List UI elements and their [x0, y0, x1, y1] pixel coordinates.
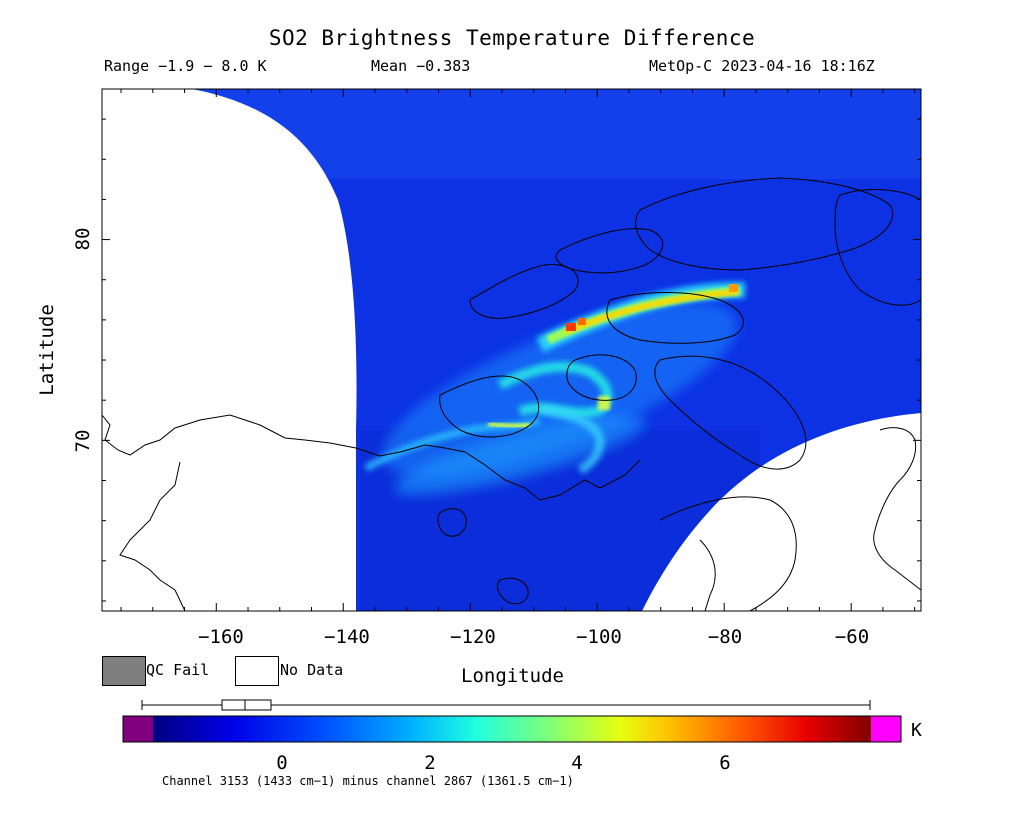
small-island-2 [497, 577, 529, 605]
range-text: Range −1.9 − 8.0 K [104, 57, 267, 75]
colorbar-tick-label: 2 [424, 752, 435, 774]
satellite-time-text: MetOp-C 2023-04-16 18:16Z [649, 57, 875, 75]
chart-title: SO2 Brightness Temperature Difference [268, 26, 756, 50]
colorbar-tick-label: 6 [719, 752, 730, 774]
x-tick-label: −80 [708, 626, 742, 648]
x-tick-label: −160 [198, 626, 244, 648]
colorbar-under [123, 716, 153, 742]
no-data-label: No Data [280, 661, 344, 679]
x-axis-label: Longitude [461, 665, 564, 687]
x-tick-label: −120 [450, 626, 496, 648]
no-data-region-east [642, 413, 921, 611]
qc-fail-swatch [102, 656, 146, 686]
colorbar-tick-label: 4 [571, 752, 582, 774]
arctic-coast [101, 414, 641, 501]
colorbar-gradient [153, 716, 871, 742]
y-tick-label: 80 [72, 228, 94, 251]
greenland [834, 189, 922, 306]
x-tick-label: −60 [835, 626, 869, 648]
labrador-coast [873, 427, 922, 591]
banks-melville-islands [469, 264, 579, 319]
victoria-island [439, 375, 540, 438]
y-tick-marks [102, 118, 921, 602]
plume-spot [598, 396, 610, 410]
x-tick-label: −100 [576, 626, 622, 648]
y-axis-label: Latitude [36, 304, 58, 396]
plume-main-yellow [564, 289, 739, 335]
colorbar [122, 715, 902, 743]
colorbar-over [871, 716, 901, 742]
plume-peak-3 [729, 284, 738, 292]
plot-frame [101, 88, 922, 612]
plume-peak-2 [578, 318, 586, 325]
plume-haze-lower [394, 415, 646, 495]
mean-text: Mean −0.383 [371, 57, 471, 75]
prince-of-wales-island [566, 354, 637, 401]
no-data-swatch [235, 656, 279, 686]
channel-footer: Channel 3153 (1433 cm−1) minus channel 2… [162, 774, 574, 788]
x-tick-label: −140 [324, 626, 370, 648]
qc-fail-label: QC Fail [146, 661, 210, 679]
colorbar-tick-label: 0 [276, 752, 287, 774]
plume-haze [382, 302, 738, 478]
boxplot-box [221, 699, 272, 711]
parry-islands [555, 228, 663, 274]
hudson-bay-south [699, 539, 716, 612]
no-data-region-west [102, 89, 357, 611]
hudson-bay-east [659, 496, 797, 612]
colorbar-frame [122, 715, 902, 743]
x-tick-marks [120, 89, 916, 611]
plume-peak-1 [566, 323, 576, 331]
plume-loop-south [539, 405, 605, 475]
colorbar-unit: K [911, 720, 922, 741]
y-tick-label: 70 [72, 430, 94, 453]
coastlines [101, 177, 922, 612]
ellesmere-island [635, 177, 893, 271]
alaska-west-coast [119, 461, 186, 612]
devon-island [606, 292, 744, 344]
plume-filament-yellow [487, 421, 531, 429]
small-island-1 [437, 508, 467, 537]
colorbar-boxplot [141, 699, 871, 711]
baffin-island [654, 355, 807, 470]
